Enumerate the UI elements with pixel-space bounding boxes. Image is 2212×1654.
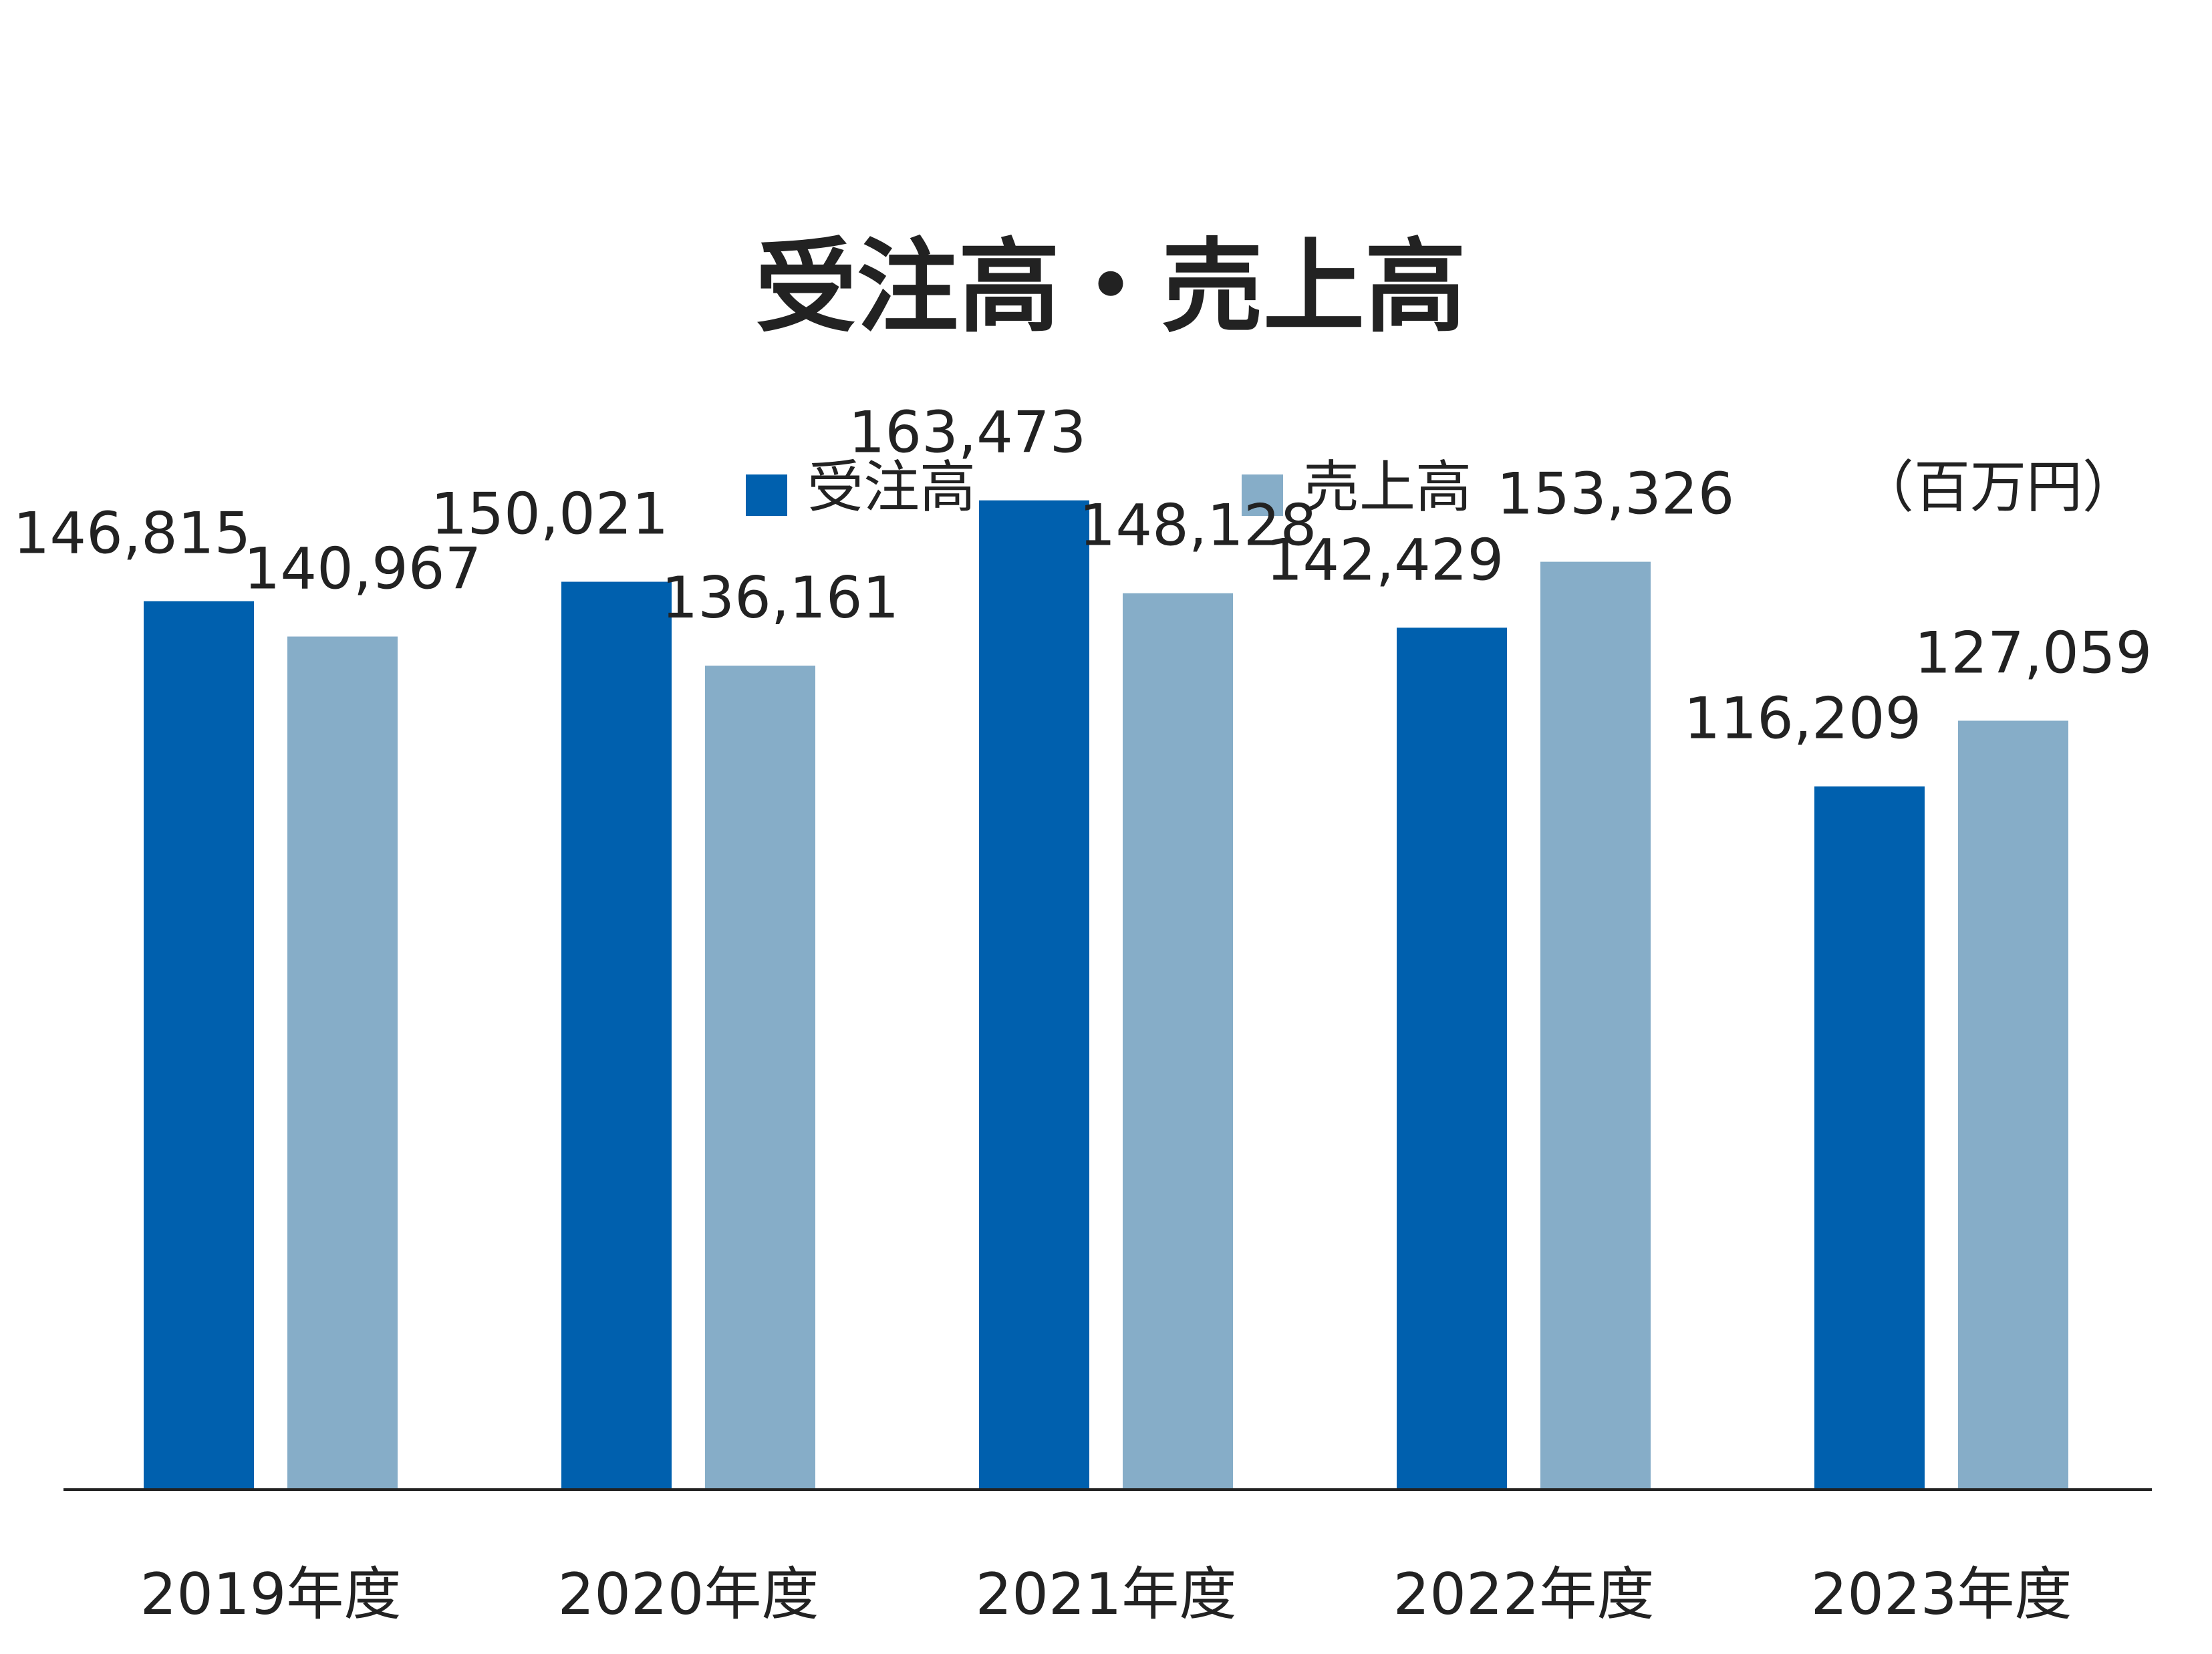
chart-title: 受注高・売上高 — [755, 228, 1466, 346]
bar-sales-0 — [287, 636, 398, 1490]
bar-orders-4 — [1814, 786, 1925, 1490]
value-label-sales-0: 140,967 — [244, 536, 482, 603]
bar-sales-1 — [705, 666, 815, 1490]
legend-swatch-sales — [1242, 474, 1283, 516]
bar-sales-4 — [1958, 720, 2068, 1490]
value-label-sales-2: 148,128 — [1079, 493, 1317, 559]
value-label-orders-3: 142,429 — [1266, 527, 1504, 593]
bar-sales-3 — [1540, 561, 1651, 1490]
bar-orders-2 — [979, 500, 1089, 1490]
value-label-orders-0: 146,815 — [13, 501, 251, 567]
value-label-sales-3: 153,326 — [1497, 461, 1735, 528]
value-label-sales-1: 136,161 — [662, 565, 900, 632]
legend-label-sales: 売上高 — [1303, 454, 1472, 520]
value-label-orders-2: 163,473 — [849, 400, 1087, 466]
value-label-orders-1: 150,021 — [431, 481, 669, 548]
category-label-0: 2019年度 — [140, 1561, 402, 1628]
legend-label-orders: 受注高 — [807, 454, 976, 520]
legend: 受注高 売上高 — [746, 454, 1472, 520]
legend-swatch-orders — [746, 474, 787, 516]
bar-sales-2 — [1123, 593, 1233, 1490]
category-labels: 2019年度 2020年度 2021年度 2022年度 2023年度 — [140, 1561, 2072, 1628]
bar-orders-1 — [561, 581, 672, 1490]
value-label-sales-4: 127,059 — [1915, 619, 2153, 686]
category-label-3: 2022年度 — [1393, 1561, 1655, 1628]
value-label-orders-4: 116,209 — [1684, 686, 1922, 752]
category-label-1: 2020年度 — [558, 1561, 819, 1628]
bar-orders-3 — [1397, 628, 1507, 1490]
bar-orders-0 — [144, 601, 254, 1490]
unit-label: （百万円） — [1858, 454, 2138, 520]
category-label-2: 2021年度 — [976, 1561, 1237, 1628]
category-label-4: 2023年度 — [1811, 1561, 2072, 1628]
bars — [144, 500, 2068, 1490]
